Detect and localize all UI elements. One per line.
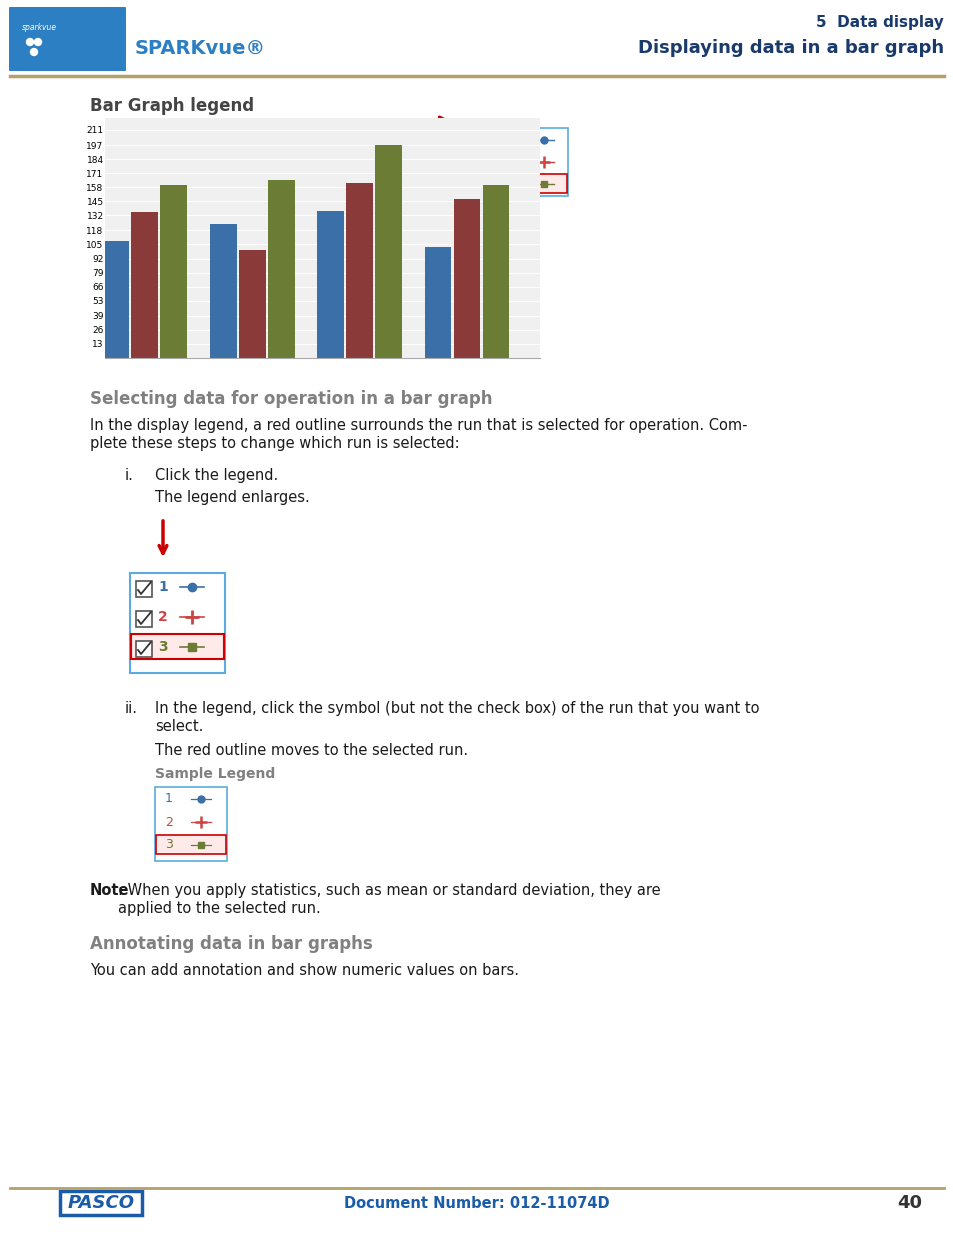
Text: You can add annotation and show numeric values on bars.: You can add annotation and show numeric …	[90, 963, 518, 978]
Text: plete these steps to change which run is selected:: plete these steps to change which run is…	[90, 436, 459, 451]
Bar	[268, 179, 294, 358]
Text: 3: 3	[158, 640, 168, 655]
Text: 1: 1	[158, 580, 168, 594]
Text: In the display legend, a red outline surrounds the run that is selected for oper: In the display legend, a red outline sur…	[90, 417, 747, 433]
Bar	[482, 185, 509, 358]
Circle shape	[30, 48, 37, 56]
Bar	[132, 212, 158, 358]
Text: SPARKvue®: SPARKvue®	[135, 38, 266, 58]
Text: The legend enlarges.: The legend enlarges.	[154, 490, 310, 505]
FancyBboxPatch shape	[130, 573, 225, 673]
FancyBboxPatch shape	[501, 128, 567, 196]
Text: 3: 3	[165, 839, 172, 851]
Text: 2: 2	[158, 610, 168, 624]
Text: 1: 1	[165, 793, 172, 805]
Text: Click the legend.: Click the legend.	[154, 468, 278, 483]
FancyBboxPatch shape	[136, 611, 152, 627]
Text: Sample Legend: Sample Legend	[154, 767, 275, 781]
Text: The red outline moves to the selected run.: The red outline moves to the selected ru…	[154, 743, 468, 758]
Text: Selecting data for operation in a bar graph: Selecting data for operation in a bar gr…	[90, 390, 492, 408]
Text: 40: 40	[897, 1194, 922, 1212]
Bar	[210, 224, 236, 358]
Bar	[160, 185, 187, 358]
FancyBboxPatch shape	[136, 641, 152, 657]
Text: Annotating data in bar graphs: Annotating data in bar graphs	[90, 935, 373, 953]
Circle shape	[34, 38, 42, 46]
Text: 3: 3	[510, 179, 517, 189]
Bar	[316, 211, 344, 358]
Text: sparkvue: sparkvue	[22, 23, 57, 32]
Text: 5  Data display: 5 Data display	[815, 15, 943, 30]
Text: select.: select.	[154, 719, 203, 734]
Text: 2: 2	[165, 815, 172, 829]
Text: i.: i.	[125, 468, 133, 483]
FancyBboxPatch shape	[154, 787, 227, 861]
Circle shape	[27, 38, 33, 46]
Bar	[453, 199, 480, 358]
Text: Displaying data in a bar graph: Displaying data in a bar graph	[638, 40, 943, 57]
FancyBboxPatch shape	[156, 835, 226, 853]
Text: ii.: ii.	[125, 701, 138, 716]
Bar	[375, 144, 401, 358]
Text: In the legend, click the symbol (but not the check box) of the run that you want: In the legend, click the symbol (but not…	[154, 701, 759, 716]
Bar	[346, 183, 373, 358]
FancyBboxPatch shape	[136, 580, 152, 597]
Bar	[424, 247, 451, 358]
Text: applied to the selected run.: applied to the selected run.	[118, 902, 320, 916]
Bar	[238, 249, 265, 358]
Bar	[102, 241, 129, 358]
Text: Note: Note	[90, 883, 130, 898]
FancyBboxPatch shape	[502, 174, 566, 193]
Text: Document Number: 012-11074D: Document Number: 012-11074D	[344, 1195, 609, 1210]
Text: 2: 2	[510, 157, 517, 167]
Text: : When you apply statistics, such as mean or standard deviation, they are: : When you apply statistics, such as mea…	[118, 883, 659, 898]
Text: 1: 1	[510, 135, 517, 144]
FancyBboxPatch shape	[9, 7, 126, 70]
Text: Bar Graph legend: Bar Graph legend	[90, 98, 253, 115]
FancyBboxPatch shape	[131, 634, 224, 659]
Text: PASCO: PASCO	[68, 1194, 134, 1212]
